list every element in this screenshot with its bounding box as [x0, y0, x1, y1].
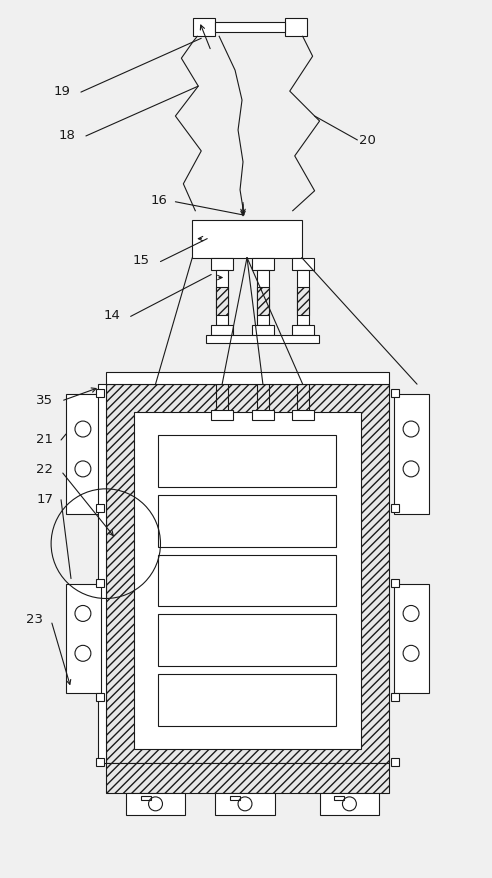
Bar — [158, 615, 337, 666]
Bar — [158, 674, 337, 726]
Bar — [391, 579, 399, 587]
Bar — [141, 796, 151, 800]
Text: 21: 21 — [36, 433, 53, 446]
Bar — [211, 258, 233, 270]
Bar — [106, 373, 389, 385]
Bar — [297, 270, 308, 326]
Bar — [257, 385, 269, 418]
Bar — [230, 796, 240, 800]
Bar — [206, 336, 319, 344]
Bar — [297, 288, 308, 316]
Bar — [252, 411, 274, 421]
Text: 15: 15 — [133, 254, 150, 267]
Text: 20: 20 — [359, 134, 376, 148]
Bar — [257, 270, 269, 326]
Bar — [106, 385, 389, 763]
Bar — [292, 411, 313, 421]
Bar — [211, 411, 233, 421]
Bar — [252, 326, 274, 336]
Bar — [66, 584, 101, 694]
Text: 16: 16 — [151, 194, 167, 207]
Text: 23: 23 — [26, 612, 43, 625]
Bar — [394, 395, 429, 515]
Bar — [215, 793, 275, 815]
Bar — [96, 758, 104, 766]
Bar — [216, 385, 228, 418]
Bar — [96, 390, 104, 398]
Bar — [66, 395, 101, 515]
Bar — [134, 413, 361, 749]
Bar — [216, 288, 228, 316]
Bar — [211, 326, 233, 336]
Bar — [292, 326, 313, 336]
Bar — [391, 694, 399, 702]
Bar — [96, 579, 104, 587]
Bar — [320, 793, 379, 815]
Text: 19: 19 — [53, 84, 70, 97]
Bar — [285, 19, 307, 37]
Bar — [391, 390, 399, 398]
Bar — [215, 24, 285, 33]
Text: 14: 14 — [104, 308, 121, 321]
Bar — [192, 220, 302, 258]
Text: 35: 35 — [36, 393, 53, 407]
Bar — [106, 763, 389, 793]
Bar — [96, 504, 104, 512]
Bar — [158, 555, 337, 607]
Bar — [252, 258, 274, 270]
Bar — [391, 504, 399, 512]
Bar — [391, 758, 399, 766]
Bar — [257, 288, 269, 316]
Bar — [98, 385, 106, 763]
Bar — [297, 385, 308, 418]
Text: 17: 17 — [36, 493, 53, 506]
Bar — [158, 435, 337, 487]
Bar — [216, 270, 228, 326]
Bar — [335, 796, 344, 800]
Bar — [158, 495, 337, 547]
Bar — [292, 258, 313, 270]
Bar — [394, 584, 429, 694]
Text: 18: 18 — [59, 129, 76, 142]
Text: 22: 22 — [36, 463, 53, 476]
Bar — [96, 694, 104, 702]
Bar — [125, 793, 185, 815]
Bar — [193, 19, 215, 37]
